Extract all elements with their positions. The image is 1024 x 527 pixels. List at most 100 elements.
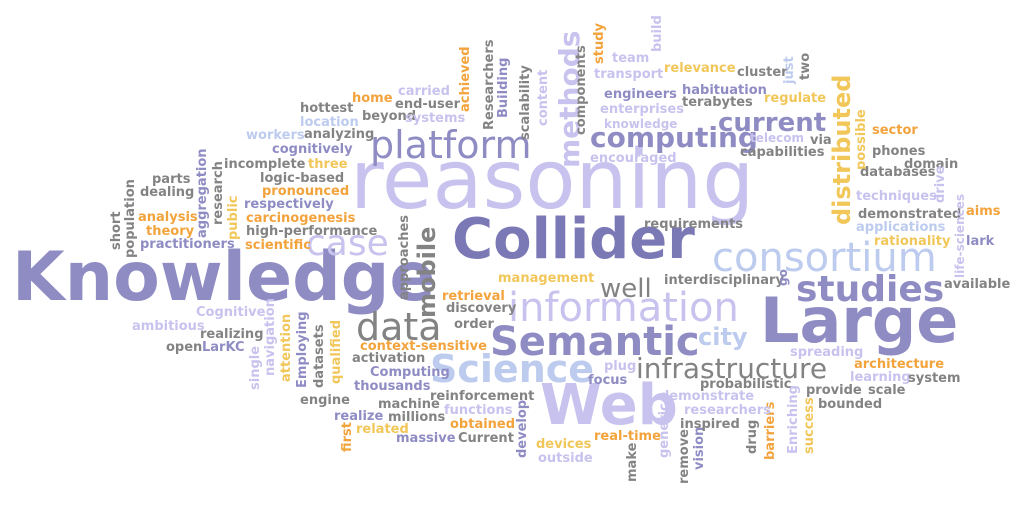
word: practitioners bbox=[140, 237, 235, 252]
word: team bbox=[612, 51, 650, 66]
word: analyzing bbox=[304, 127, 375, 142]
word: inspired bbox=[680, 417, 740, 432]
word: massive bbox=[396, 431, 456, 446]
word: provide bbox=[806, 383, 862, 398]
word: phones bbox=[872, 144, 926, 159]
word: pronounced bbox=[262, 184, 350, 199]
word: context-sensitive bbox=[360, 339, 487, 354]
word: life-sciences bbox=[953, 193, 967, 278]
word: end-user bbox=[395, 97, 460, 112]
word: databases bbox=[860, 165, 936, 180]
word: bounded bbox=[818, 397, 883, 412]
word: respectively bbox=[244, 197, 334, 212]
word: applications bbox=[856, 220, 946, 235]
word: workers bbox=[246, 128, 305, 143]
word: computing bbox=[590, 121, 758, 154]
word: Semantic bbox=[490, 319, 700, 365]
word: parts bbox=[152, 172, 191, 187]
word: achieved bbox=[458, 46, 473, 112]
word: logic-based bbox=[260, 171, 345, 186]
word: components bbox=[574, 45, 589, 135]
word: devices bbox=[536, 437, 592, 452]
word: capabilities bbox=[740, 145, 825, 160]
word: scale bbox=[868, 383, 906, 398]
word: retrieval bbox=[442, 289, 505, 304]
word: Science bbox=[430, 347, 595, 391]
word: cognitively bbox=[272, 142, 353, 157]
word: activation bbox=[352, 351, 426, 366]
word: home bbox=[352, 91, 393, 106]
word: navigation bbox=[263, 298, 278, 376]
word: theory bbox=[146, 224, 195, 239]
word: cluster bbox=[737, 65, 788, 80]
word: terabytes bbox=[682, 95, 753, 110]
word: location bbox=[300, 115, 359, 130]
word: success bbox=[802, 397, 817, 454]
word: Knowledge bbox=[12, 238, 436, 317]
word: information bbox=[508, 285, 739, 331]
word: habituation bbox=[682, 83, 767, 98]
word: available bbox=[944, 277, 1011, 292]
word: attention bbox=[279, 313, 294, 382]
word: high-performance bbox=[246, 224, 378, 239]
word: well bbox=[600, 274, 652, 304]
word: interdisciplinary bbox=[664, 273, 784, 288]
word: demonstrated bbox=[858, 207, 962, 222]
word: consortium bbox=[712, 235, 937, 281]
word: Employing bbox=[295, 311, 310, 388]
word: public bbox=[226, 195, 241, 240]
word: city bbox=[698, 323, 748, 351]
word: ambitious bbox=[132, 319, 205, 334]
word: engine bbox=[300, 393, 350, 408]
word: aggregation bbox=[195, 148, 210, 238]
word: outside bbox=[538, 451, 593, 466]
word: spreading bbox=[790, 345, 864, 360]
word: incomplete bbox=[224, 157, 306, 172]
word: three bbox=[308, 157, 348, 172]
word: rationality bbox=[874, 234, 951, 249]
word: thousands bbox=[354, 379, 431, 394]
word: qualified bbox=[329, 319, 344, 384]
word: lark bbox=[966, 234, 995, 249]
word: generic bbox=[657, 403, 672, 458]
word: learning bbox=[850, 370, 911, 385]
word: functions bbox=[444, 403, 513, 418]
word: knowledge bbox=[604, 117, 678, 131]
word: single bbox=[248, 345, 263, 390]
word: order bbox=[454, 317, 494, 332]
word: drug bbox=[745, 419, 760, 454]
word: domain bbox=[904, 157, 959, 172]
word: plug bbox=[604, 359, 637, 374]
word: vision bbox=[692, 426, 707, 470]
word: focus bbox=[588, 373, 628, 388]
word: relevance bbox=[664, 61, 736, 76]
word: systems bbox=[405, 111, 466, 126]
word: millions bbox=[388, 410, 446, 425]
word: real-time bbox=[594, 429, 661, 444]
word: first bbox=[340, 422, 355, 452]
word: scientific bbox=[245, 238, 311, 253]
word: analysis bbox=[138, 210, 198, 225]
word: Large bbox=[760, 284, 959, 357]
word: via bbox=[810, 133, 832, 148]
word: two bbox=[798, 52, 813, 80]
word: Current bbox=[458, 431, 514, 446]
word: mobile bbox=[413, 226, 441, 318]
word: develop bbox=[515, 399, 530, 458]
word: management bbox=[498, 271, 595, 286]
word: transport bbox=[594, 67, 664, 82]
word: requirements bbox=[644, 217, 744, 232]
word: obtained bbox=[450, 417, 516, 432]
word: telecom bbox=[750, 131, 804, 145]
word: regulate bbox=[764, 91, 827, 106]
word: realize bbox=[334, 409, 384, 424]
word: current bbox=[718, 108, 827, 138]
word: encouraged bbox=[590, 151, 677, 166]
word: make bbox=[625, 442, 640, 482]
word: sector bbox=[872, 123, 918, 138]
word: Researchers bbox=[482, 39, 497, 131]
word: techniques bbox=[856, 189, 937, 204]
word: build bbox=[650, 15, 665, 52]
word: short bbox=[109, 211, 124, 250]
